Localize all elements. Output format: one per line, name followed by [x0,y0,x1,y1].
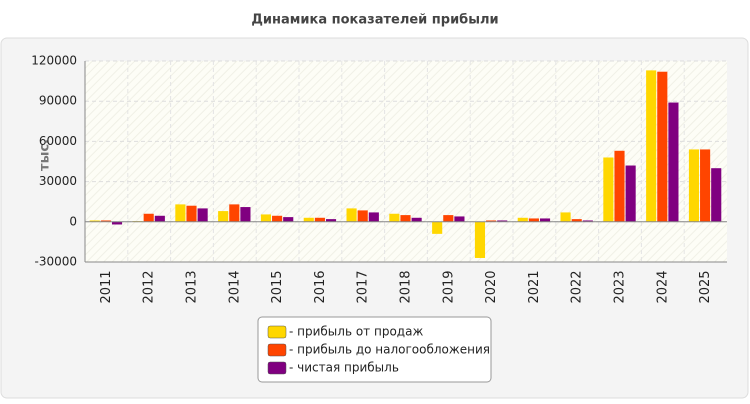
bar [688,149,700,222]
legend-label: - чистая прибыль [289,361,399,375]
y-axis-label: тыс. [38,139,53,171]
bar [700,149,711,222]
bar [389,213,400,222]
bar [571,219,582,222]
x-tick-label: 2023 [613,270,628,303]
x-tick-label: 2018 [399,270,414,303]
bar [400,215,411,222]
bar [443,215,454,222]
bar [111,221,123,225]
bar [314,217,325,222]
bar [411,217,422,222]
bar [486,220,497,222]
bar [539,218,551,222]
bar [528,218,539,222]
legend [257,316,492,383]
bar [272,215,283,222]
x-tick-label: 2014 [227,270,242,303]
bar [197,208,208,222]
bar [283,217,294,222]
bar [175,204,186,222]
bar [517,217,528,222]
bar [229,204,240,222]
legend-swatch [267,325,287,339]
bar [625,165,636,222]
bar [711,168,722,222]
x-tick-label: 2011 [99,270,114,303]
bar [240,207,251,222]
bar [357,210,368,222]
bar [89,220,100,222]
bar [100,220,111,222]
legend-swatch [267,343,287,357]
plot-area [85,61,727,262]
x-tick-label: 2025 [698,270,713,303]
bar [657,71,668,222]
chart-title: Динамика показателей прибыли [251,13,498,28]
x-tick-label: 2022 [570,270,585,303]
bar [432,221,443,234]
bar [218,211,229,222]
bar [346,208,357,222]
bar [454,216,465,222]
x-tick-label: 2021 [527,270,542,303]
y-tick-label: 90000 [39,94,77,108]
bar [303,217,314,222]
bar [154,215,165,222]
bar [646,70,657,222]
bar [614,150,625,222]
bar [368,212,379,222]
y-tick-label: 0 [69,214,77,228]
bar [186,205,197,222]
x-tick-label: 2015 [270,270,285,303]
y-tick-label: 30000 [39,174,77,188]
x-tick-label: 2017 [356,270,371,303]
x-tick-label: 2016 [313,270,328,303]
bar [603,157,614,222]
bar [582,220,593,222]
bar [325,219,337,222]
bar [143,213,154,222]
x-tick-label: 2013 [185,270,200,303]
bar [497,220,508,222]
legend-label: - прибыль от продаж [289,325,423,339]
x-tick-label: 2019 [441,270,456,303]
y-tick-label: 60000 [39,134,77,148]
bar [474,221,486,258]
y-tick-label: -30000 [34,255,77,269]
x-tick-label: 2012 [142,270,157,303]
x-tick-label: 2024 [655,270,670,303]
bar [260,214,272,222]
y-tick-label: 120000 [31,54,77,68]
x-tick-label: 2020 [484,270,499,303]
bar [668,102,679,222]
legend-label: - прибыль до налогообложения [289,343,490,357]
legend-swatch [267,361,287,375]
bar [560,212,571,222]
